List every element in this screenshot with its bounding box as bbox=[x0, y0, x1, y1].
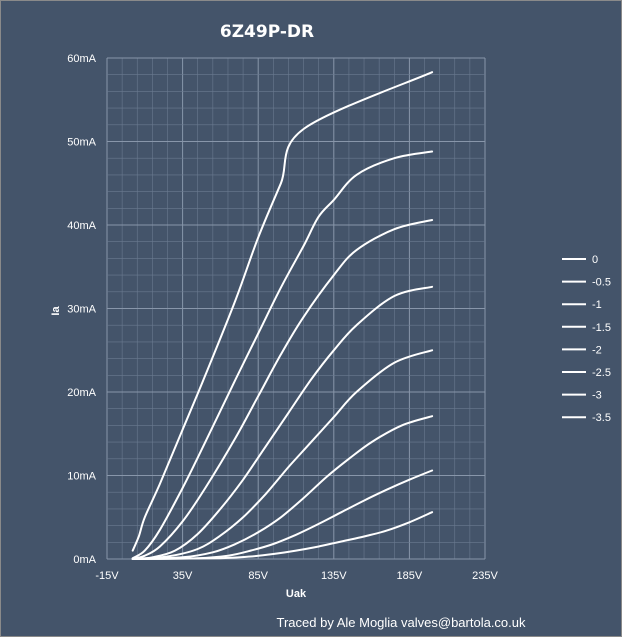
series-line bbox=[131, 349, 434, 560]
legend-label: -2 bbox=[592, 344, 602, 356]
series-line bbox=[131, 71, 434, 552]
grid bbox=[106, 57, 486, 560]
series-line bbox=[131, 415, 434, 560]
chart-title: 6Z49P-DR bbox=[220, 22, 314, 42]
series-line bbox=[131, 219, 434, 560]
y-tick-label: 10mA bbox=[67, 471, 96, 483]
y-tick-label: 20mA bbox=[67, 387, 96, 399]
x-axis-title: Uak bbox=[286, 588, 307, 600]
legend-label: -2.5 bbox=[592, 367, 611, 379]
x-tick-label: 185V bbox=[397, 570, 423, 582]
y-tick-label: 30mA bbox=[67, 304, 96, 316]
legend-label: -3.5 bbox=[592, 412, 611, 424]
y-tick-label: 0mA bbox=[73, 554, 96, 566]
y-axis-title: Ia bbox=[50, 306, 62, 316]
x-tick-label: 235V bbox=[472, 570, 498, 582]
y-tick-label: 40mA bbox=[67, 220, 96, 232]
legend-label: -3 bbox=[592, 390, 602, 402]
credit-text: Traced by Ale Moglia valves@bartola.co.u… bbox=[277, 615, 526, 630]
x-tick-label: -15V bbox=[95, 570, 119, 582]
legend-label: -0.5 bbox=[592, 277, 611, 289]
legend-label: -1.5 bbox=[592, 322, 611, 334]
x-tick-label: 35V bbox=[173, 570, 193, 582]
series-line bbox=[131, 285, 434, 560]
series-line bbox=[131, 150, 434, 560]
y-tick-label: 50mA bbox=[67, 137, 96, 149]
tick-labels: -15V 35V 85V 135V 185V 235V 0mA 10mA 20mA 30mA 40m… bbox=[67, 53, 498, 582]
legend: 0 -0.5 -1 -1.5 -2 -2.5 -3 -3.5 bbox=[562, 254, 611, 424]
y-tick-label: 60mA bbox=[67, 53, 96, 65]
x-tick-label: 135V bbox=[321, 570, 347, 582]
series-line bbox=[131, 469, 434, 560]
x-tick-label: 85V bbox=[248, 570, 268, 582]
legend-label: 0 bbox=[592, 254, 598, 266]
legend-label: -1 bbox=[592, 299, 602, 311]
series-line bbox=[131, 511, 434, 560]
series-lines bbox=[131, 71, 434, 560]
